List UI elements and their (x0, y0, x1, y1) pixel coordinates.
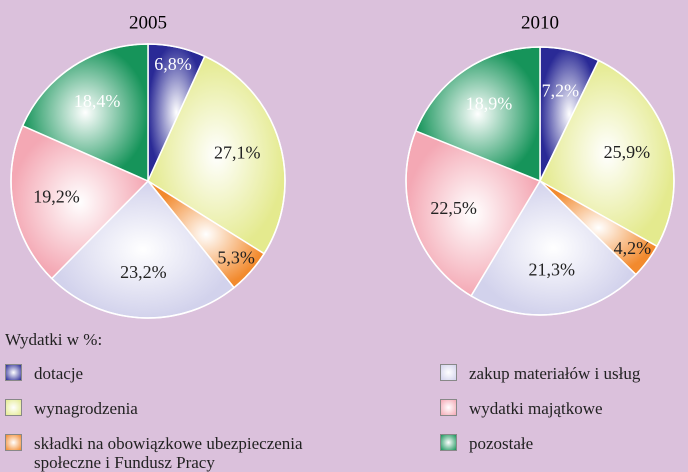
legend-label: wynagrodzenia (34, 399, 138, 418)
legend-label: pozostałe (469, 434, 534, 453)
legend-title: Wydatki w %: (5, 330, 103, 349)
value-label: 19,2% (33, 187, 80, 207)
value-label: 27,1% (214, 142, 261, 162)
value-label: 22,5% (430, 198, 477, 218)
legend-item: składki na obowiązkowe ubezpieczenia spo… (5, 434, 305, 472)
legend-swatch (440, 399, 457, 416)
value-label: 6,8% (154, 54, 192, 74)
value-label: 18,9% (466, 94, 513, 114)
legend-item: wydatki majątkowe (440, 399, 603, 418)
chart-title: 2010 (521, 12, 559, 33)
value-label: 23,2% (120, 262, 167, 282)
legend-swatch (440, 364, 457, 381)
legend-item: dotacje (5, 364, 83, 383)
legend-item: wynagrodzenia (5, 399, 138, 418)
legend-swatch (5, 364, 22, 381)
value-label: 25,9% (604, 142, 651, 162)
legend-label: składki na obowiązkowe ubezpieczenia spo… (34, 434, 303, 472)
legend-item: zakup materiałów i usług (440, 364, 640, 383)
legend-swatch (440, 434, 457, 451)
legend-swatch (5, 399, 22, 416)
legend-label: zakup materiałów i usług (469, 364, 641, 383)
value-label: 7,2% (542, 80, 580, 100)
legend-label: dotacje (34, 364, 84, 383)
chart-title: 2005 (129, 12, 167, 33)
charts: 2005 6,8% 27,1% 5,3% 23,2% 19,2% 18,4% 2010 7,2%… (10, 12, 675, 319)
value-label: 21,3% (528, 259, 575, 279)
value-label: 4,2% (614, 238, 652, 258)
legend-swatch (5, 434, 22, 451)
legend-item: pozostałe (440, 434, 533, 453)
legend-label: wydatki majątkowe (469, 399, 603, 418)
value-label: 18,4% (74, 91, 121, 111)
value-label: 5,3% (217, 247, 255, 267)
